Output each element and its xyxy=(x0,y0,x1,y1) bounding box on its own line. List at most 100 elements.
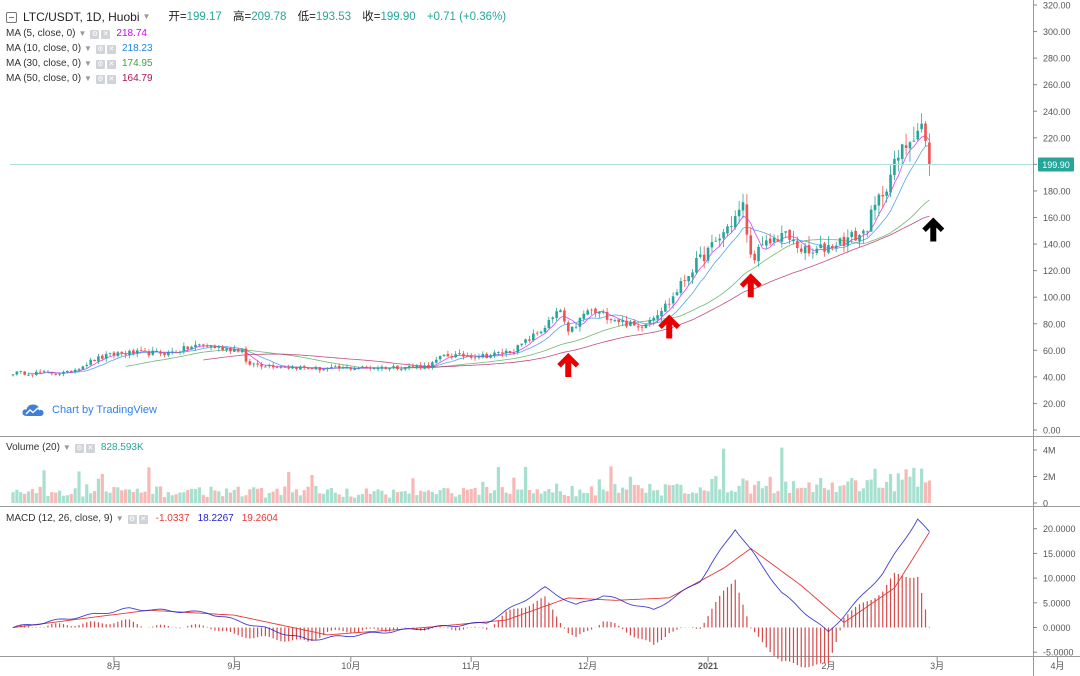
macd-hist-bar xyxy=(827,627,830,664)
macd-hist-bar xyxy=(90,621,92,628)
settings-icon[interactable]: ⚙ xyxy=(90,29,100,39)
volume-bar xyxy=(450,493,454,503)
macd-hist-bar xyxy=(804,627,806,668)
volume-bar xyxy=(900,479,904,503)
volume-bar xyxy=(885,481,889,503)
macd-hist-bar xyxy=(62,624,65,628)
candle-body xyxy=(198,344,201,346)
macd-tick-label: 20.0000 xyxy=(1043,524,1076,534)
volume-bar xyxy=(776,491,780,503)
volume-tick-label: 0 xyxy=(1043,499,1048,509)
close-icon[interactable]: ✕ xyxy=(101,29,111,39)
chevron-down-icon[interactable]: ▼ xyxy=(84,59,92,68)
macd-hist-bar xyxy=(528,606,531,628)
price-tick-label: 240.00 xyxy=(1043,107,1071,117)
chevron-down-icon[interactable]: ▼ xyxy=(84,44,92,53)
close-icon[interactable]: ✕ xyxy=(85,443,95,453)
price-tick-label: 260.00 xyxy=(1043,80,1071,90)
ma50-line xyxy=(203,215,930,368)
macd-hist-bar xyxy=(738,592,740,628)
candle-body xyxy=(19,371,23,372)
volume-bar xyxy=(360,493,365,503)
candle-body xyxy=(714,240,718,242)
macd-hist-bar xyxy=(656,627,659,643)
macd-label[interactable]: MACD (12, 26, close, 9) xyxy=(6,513,113,524)
volume-bar xyxy=(197,487,201,503)
settings-icon[interactable]: ⚙ xyxy=(74,443,84,453)
ma30-label[interactable]: MA (30, close, 0) xyxy=(6,58,82,69)
macd-hist-bar xyxy=(839,627,841,631)
candle-body xyxy=(318,367,322,371)
candle-body xyxy=(108,352,112,354)
volume-bar xyxy=(337,494,341,503)
macd-hist-bar xyxy=(295,627,298,640)
macd-hist-bar xyxy=(334,627,336,630)
candle-body xyxy=(636,326,640,328)
volume-bar xyxy=(520,489,524,503)
macd-hist-bar xyxy=(913,577,915,628)
macd-hist-bar xyxy=(715,601,717,628)
volume-bar xyxy=(380,490,384,503)
macd-hist-bar xyxy=(598,624,600,628)
volume-bar xyxy=(446,488,450,503)
macd-hist-bar xyxy=(664,627,666,638)
candle-body xyxy=(722,232,725,239)
macd-hist-bar xyxy=(373,627,375,629)
macd-hist-bar xyxy=(482,627,484,629)
volume-bar xyxy=(543,491,547,503)
volume-bar xyxy=(11,492,15,503)
candle-body xyxy=(745,204,749,235)
chevron-down-icon[interactable]: ▼ xyxy=(62,443,71,452)
close-icon[interactable]: ✕ xyxy=(106,59,116,69)
chevron-down-icon[interactable]: ▼ xyxy=(115,514,124,523)
volume-bar xyxy=(780,447,784,503)
candle-body xyxy=(186,346,190,350)
macd-hist-bar xyxy=(311,627,313,641)
volume-bar xyxy=(283,486,287,503)
ma10-label[interactable]: MA (10, close, 0) xyxy=(6,43,82,54)
volume-bar xyxy=(593,495,598,503)
macd-hist-bar xyxy=(260,627,263,637)
candle-body xyxy=(687,276,690,282)
candle-body xyxy=(372,368,376,369)
chevron-down-icon[interactable]: ▼ xyxy=(84,74,92,83)
candle-body xyxy=(396,365,399,370)
settings-icon[interactable]: ⚙ xyxy=(95,74,105,84)
macd-hist-bar xyxy=(625,627,628,633)
macd-hist-bar xyxy=(272,627,274,639)
volume-bar xyxy=(702,490,706,503)
chevron-down-icon[interactable]: ▼ xyxy=(78,29,87,38)
candle-body xyxy=(295,366,298,370)
volume-bar xyxy=(485,486,489,503)
ma50-label[interactable]: MA (50, close, 0) xyxy=(6,73,82,84)
candle-body xyxy=(730,226,733,227)
close-icon[interactable]: ✕ xyxy=(106,44,116,54)
volume-bar xyxy=(19,492,23,503)
macd-tick-label: -5.0000 xyxy=(1043,648,1074,658)
candle-body xyxy=(617,319,621,323)
macd-hist-bar xyxy=(567,627,569,634)
settings-icon[interactable]: ⚙ xyxy=(127,514,137,524)
macd-hist-bar xyxy=(109,624,111,628)
candle-body xyxy=(454,354,457,358)
macd-hist-bar xyxy=(218,627,220,632)
close-icon[interactable]: ✕ xyxy=(106,74,116,84)
x-tick-label: 8月 xyxy=(107,661,121,671)
macd-hist-bar xyxy=(808,627,810,668)
settings-icon[interactable]: ⚙ xyxy=(95,59,105,69)
close-icon[interactable]: ✕ xyxy=(138,514,148,524)
candle-body xyxy=(897,157,900,161)
candle-body xyxy=(46,371,50,373)
settings-icon[interactable]: ⚙ xyxy=(95,44,105,54)
symbol-title[interactable]: LTC/USDT, 1D, Huobi xyxy=(23,10,140,24)
candle-body xyxy=(213,345,217,348)
volume-label[interactable]: Volume (20) xyxy=(6,442,60,453)
collapse-icon[interactable] xyxy=(6,11,17,23)
volume-bar xyxy=(69,494,73,503)
volume-bar xyxy=(679,484,683,503)
ma5-label[interactable]: MA (5, close, 0) xyxy=(6,28,76,39)
macd-hist-bar xyxy=(466,627,468,629)
chevron-down-icon[interactable]: ▼ xyxy=(142,12,151,21)
volume-bar xyxy=(259,487,264,503)
